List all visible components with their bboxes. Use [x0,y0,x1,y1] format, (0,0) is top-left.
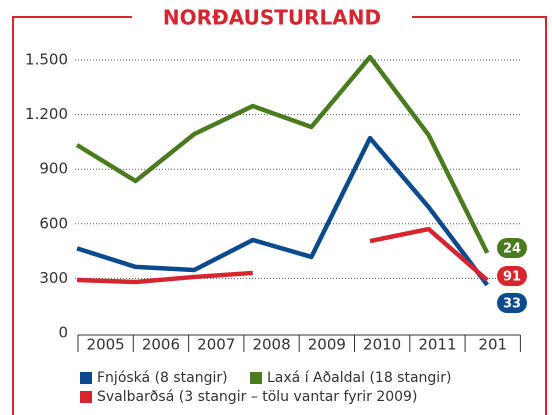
title-background [132,4,412,32]
series-line [75,54,490,254]
series-line [76,135,489,287]
x-tick-label: 2011 [418,336,456,354]
end-badge [497,238,527,258]
legend-label: Laxá í Aðaldal (18 stangir) [267,370,451,386]
y-tick-label: 900 [39,160,68,178]
x-tick-label: 2008 [252,336,290,354]
x-tick-label: 2009 [308,336,346,354]
y-tick-label: 1.200 [25,105,68,123]
x-tick-label: 2010 [363,336,401,354]
legend-swatch [80,391,92,403]
series-line [76,226,489,285]
chart-title: NORÐAUSTURLAND [163,6,381,30]
legend-label: Fnjóská (8 stangir) [97,370,228,386]
end-badge-label: 91 [503,270,521,285]
y-tick-label: 600 [39,214,68,232]
x-tick-label: 2006 [142,336,180,354]
legend-swatch [80,372,92,384]
y-tick-label: 300 [39,269,68,287]
x-tick-label: 201 [478,336,507,354]
x-tick-label: 2005 [87,336,125,354]
y-tick-label: 0 [58,324,68,342]
end-badge [497,293,527,313]
y-tick-label: 1.500 [25,51,68,69]
end-badge-label: 33 [503,297,521,312]
legend-label: Svalbarðsá (3 stangir – tölu vantar fyri… [97,389,417,405]
x-tick-label: 2007 [197,336,235,354]
end-badge [497,266,527,286]
frame [12,16,547,415]
legend-swatch [250,372,262,384]
end-badge-label: 24 [503,242,521,257]
